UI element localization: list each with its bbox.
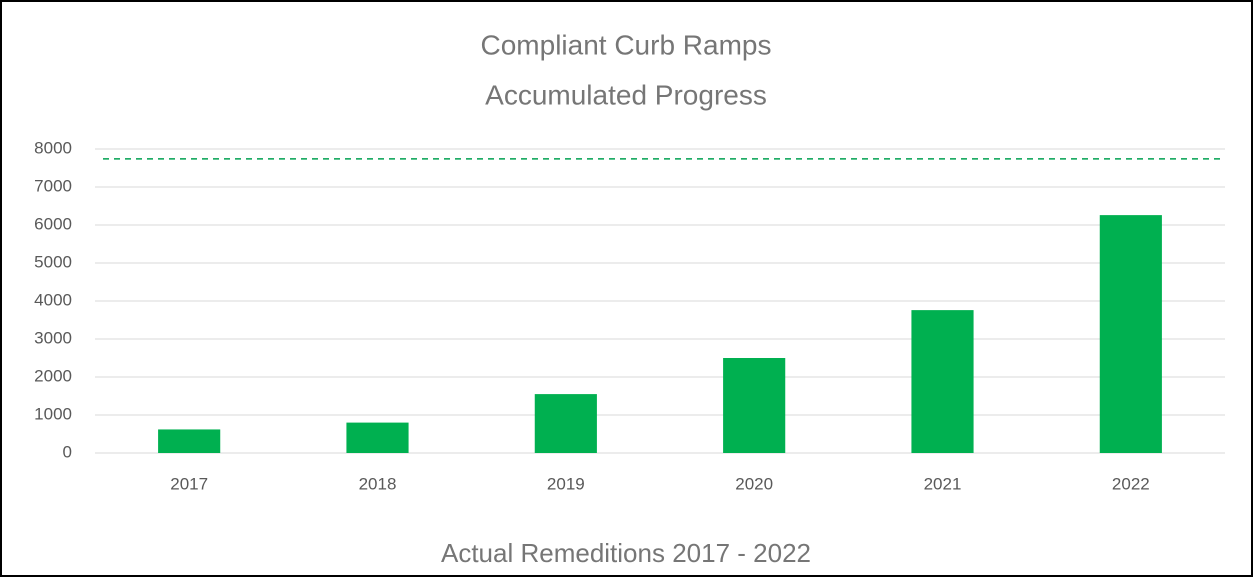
y-tick-label: 6000 (34, 214, 72, 233)
y-tick-label: 3000 (34, 328, 72, 347)
y-tick-label: 4000 (34, 290, 72, 309)
bar (911, 310, 974, 453)
bar (534, 394, 597, 453)
bar (1099, 215, 1162, 453)
x-tick-label: 2018 (359, 474, 397, 493)
bar (158, 429, 221, 453)
x-tick-label: 2019 (547, 474, 585, 493)
y-tick-label: 8000 (34, 138, 72, 157)
x-tick-label: 2017 (170, 474, 208, 493)
x-tick-label: 2020 (735, 474, 773, 493)
bar (723, 358, 786, 453)
y-tick-label: 5000 (34, 252, 72, 271)
y-tick-label: 0 (63, 442, 72, 461)
chart-subtitle: Accumulated Progress (485, 79, 767, 110)
x-tick-label: 2021 (924, 474, 962, 493)
chart-title: Compliant Curb Ramps (481, 29, 772, 60)
y-tick-label: 2000 (34, 366, 72, 385)
x-axis-label: Actual Remeditions 2017 - 2022 (441, 538, 811, 568)
x-tick-label: 2022 (1112, 474, 1150, 493)
bar (346, 422, 409, 453)
y-tick-label: 7000 (34, 176, 72, 195)
y-tick-label: 1000 (34, 404, 72, 423)
